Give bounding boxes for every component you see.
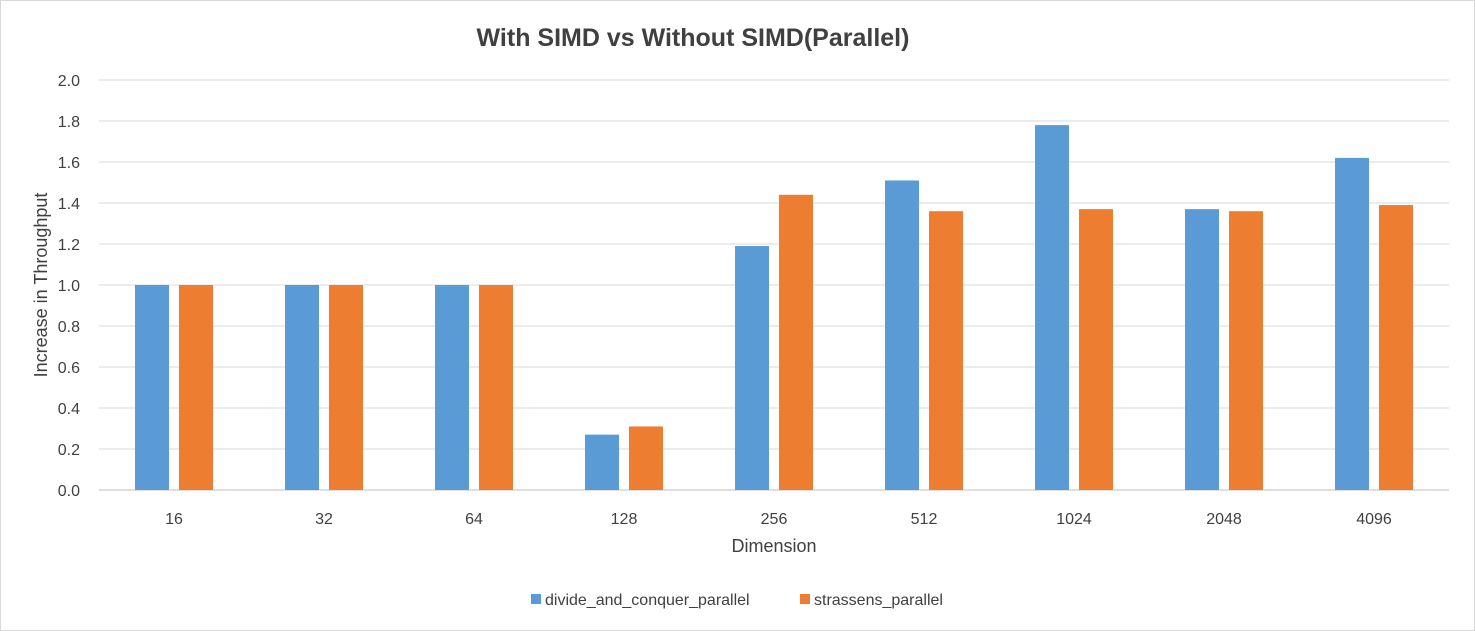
legend-label: strassens_parallel — [814, 592, 943, 609]
y-tick-label: 1.6 — [58, 155, 80, 172]
bars — [135, 125, 1413, 491]
x-tick-label: 64 — [465, 511, 483, 528]
legend-swatch — [531, 594, 541, 604]
bar-divide_and_conquer_parallel-32 — [285, 285, 319, 490]
bar-divide_and_conquer_parallel-16 — [135, 285, 169, 490]
y-tick-label: 1.0 — [58, 278, 80, 295]
bar-strassens_parallel-128 — [629, 426, 663, 490]
x-tick-label: 512 — [911, 511, 938, 528]
x-axis-ticks: 16 32 64 128 256 512 1024 2048 4096 — [165, 511, 1392, 528]
bar-divide_and_conquer_parallel-4096 — [1335, 157, 1369, 490]
gridlines — [99, 79, 1449, 491]
bar-divide_and_conquer_parallel-128 — [585, 434, 619, 490]
x-tick-label: 128 — [611, 511, 638, 528]
bar-strassens_parallel-4096 — [1379, 205, 1413, 491]
y-tick-label: 0.8 — [58, 319, 80, 336]
bar-strassens_parallel-2048 — [1229, 211, 1263, 490]
bar-strassens_parallel-32 — [329, 285, 363, 490]
x-tick-label: 256 — [761, 511, 788, 528]
bar-divide_and_conquer_parallel-2048 — [1185, 209, 1219, 490]
y-axis-ticks: 0.0 0.2 0.4 0.6 0.8 1.0 1.2 1.4 1.6 1.8 2.0 — [58, 73, 80, 500]
y-tick-label: 2.0 — [58, 73, 80, 90]
y-tick-label: 1.8 — [58, 114, 80, 131]
x-axis-label: Dimension — [731, 536, 816, 556]
bar-divide_and_conquer_parallel-512 — [885, 180, 919, 490]
y-tick-label: 1.4 — [58, 196, 80, 213]
x-tick-label: 32 — [315, 511, 333, 528]
y-tick-label: 0.6 — [58, 360, 80, 377]
y-tick-label: 0.0 — [58, 483, 80, 500]
x-tick-label: 2048 — [1206, 511, 1242, 528]
bar-divide_and_conquer_parallel-256 — [735, 246, 769, 490]
bar-strassens_parallel-64 — [479, 285, 513, 490]
x-tick-label: 16 — [165, 511, 183, 528]
legend-label: divide_and_conquer_parallel — [545, 592, 750, 609]
y-axis-label: Increase in Throughput — [31, 193, 51, 378]
x-tick-label: 1024 — [1056, 511, 1092, 528]
legend: divide_and_conquer_parallel strassens_par… — [531, 592, 943, 609]
legend-swatch — [800, 594, 810, 604]
y-tick-label: 0.2 — [58, 442, 80, 459]
y-tick-label: 0.4 — [58, 401, 80, 418]
bar-divide_and_conquer_parallel-64 — [435, 285, 469, 490]
bar-strassens_parallel-512 — [929, 211, 963, 490]
x-tick-label: 4096 — [1356, 511, 1392, 528]
y-tick-label: 1.2 — [58, 237, 80, 254]
bar-strassens_parallel-1024 — [1079, 209, 1113, 490]
bar-divide_and_conquer_parallel-1024 — [1035, 125, 1069, 490]
bar-strassens_parallel-256 — [779, 194, 813, 491]
chart-title: With SIMD vs Without SIMD(Parallel) — [477, 24, 910, 52]
bar-strassens_parallel-16 — [179, 285, 213, 490]
